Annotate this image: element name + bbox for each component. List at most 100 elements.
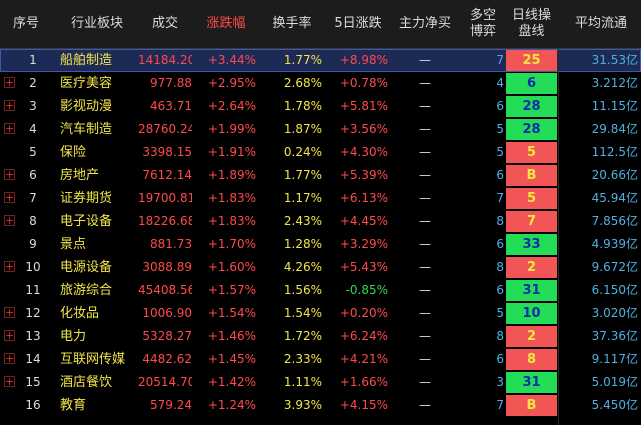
avg-float-value: 20.66亿 — [591, 168, 638, 182]
five-day-value: +4.21% — [339, 352, 388, 366]
table-row[interactable]: +15 酒店餐饮 20514.70 +1.42% 1.11% +1.66% — 3 5.019亿… — [0, 371, 641, 394]
long-short-value: 4 — [496, 76, 504, 90]
turnover-value: 1.54% — [283, 306, 322, 320]
sector-name[interactable]: 互联网传媒 — [60, 352, 126, 367]
volume-value: 3398.15 — [142, 145, 192, 159]
expand-toggle-icon[interactable]: + — [4, 375, 15, 388]
sector-name[interactable]: 化妆品 — [60, 306, 100, 321]
sector-name[interactable]: 保险 — [60, 145, 87, 160]
table-row[interactable]: 1 船舶制造 14184.20 +3.44% 1.77% +8.98% — 7 31.53亿 25 — [0, 49, 641, 72]
expand-toggle-icon[interactable]: + — [4, 122, 15, 135]
turnover-value: 1.77% — [283, 168, 322, 182]
sector-name[interactable]: 影视动漫 — [60, 99, 113, 114]
day-line-cell: B — [505, 164, 558, 187]
main-net-value: — — [419, 398, 431, 412]
five-day-value: +4.30% — [339, 145, 388, 159]
sector-name[interactable]: 旅游综合 — [60, 283, 113, 298]
row-number: 9 — [29, 237, 37, 251]
long-short-value: 5 — [496, 122, 504, 136]
sector-name[interactable]: 船舶制造 — [60, 53, 113, 68]
header-turnover[interactable]: 换手率 — [272, 16, 312, 31]
change-value: +3.44% — [207, 53, 256, 67]
header-avg-float[interactable]: 平均流通 — [574, 16, 627, 31]
avg-float-value: 9.117亿 — [591, 352, 638, 366]
five-day-value: +6.24% — [339, 329, 388, 343]
sector-name[interactable]: 电子设备 — [60, 214, 113, 229]
change-value: +1.45% — [207, 352, 256, 366]
table-row[interactable]: +3 影视动漫 463.71 +2.64% 1.78% +5.81% — 6 11.15亿 28 — [0, 95, 641, 118]
long-short-value: 5 — [496, 306, 504, 320]
table-row[interactable]: +7 证券期货 19700.81 +1.83% 1.17% +6.13% — 7 45.94亿 5 — [0, 187, 641, 210]
table-row[interactable]: 5 保险 3398.15 +1.91% 0.24% +4.30% — 5 112.5亿 5 — [0, 141, 641, 164]
table-row[interactable]: +12 化妆品 1006.90 +1.54% 1.54% +0.20% — 5 3.020亿 10 — [0, 302, 641, 325]
table-row[interactable]: 16 教育 579.24 +1.24% 3.93% +4.15% — 7 5.450亿 B — [0, 394, 641, 417]
sector-name[interactable]: 汽车制造 — [60, 122, 113, 137]
expand-toggle-icon[interactable]: + — [4, 306, 15, 319]
volume-value: 977.88 — [150, 76, 192, 90]
long-short-value: 6 — [496, 99, 504, 113]
expand-toggle-icon[interactable]: + — [4, 214, 15, 227]
expand-toggle-icon[interactable]: + — [4, 329, 15, 342]
row-number: 1 — [29, 53, 37, 67]
sector-name[interactable]: 房地产 — [60, 168, 100, 183]
expand-toggle-icon[interactable]: + — [4, 191, 15, 204]
table-row[interactable]: +8 电子设备 18226.68 +1.83% 2.43% +4.45% — 8 7.856亿 7 — [0, 210, 641, 233]
day-line-cell: 2 — [505, 256, 558, 279]
expand-toggle-icon[interactable]: + — [4, 260, 15, 273]
five-day-value: +4.45% — [339, 214, 388, 228]
turnover-value: 1.87% — [283, 122, 322, 136]
main-net-value: — — [419, 168, 431, 182]
expand-toggle-icon[interactable]: + — [4, 76, 15, 89]
turnover-value: 1.77% — [283, 53, 322, 67]
turnover-value: 0.24% — [283, 145, 322, 159]
header-volume[interactable]: 成交 — [151, 16, 178, 31]
header-five-day[interactable]: 5日涨跌 — [334, 16, 382, 31]
day-line-cell: 28 — [505, 95, 558, 118]
table-row[interactable]: 9 景点 881.73 +1.70% 1.28% +3.29% — 6 4.939亿 33 — [0, 233, 641, 256]
header-day-line[interactable]: 日线操 盘线 — [511, 8, 551, 39]
row-number: 4 — [29, 122, 37, 136]
header-main-net[interactable]: 主力净买 — [398, 16, 451, 31]
sector-name[interactable]: 酒店餐饮 — [60, 375, 113, 390]
sector-name[interactable]: 景点 — [60, 237, 87, 252]
day-line-cell: 31 — [505, 279, 558, 302]
five-day-value: -0.85% — [345, 283, 388, 297]
sector-name[interactable]: 教育 — [60, 398, 87, 413]
sector-name[interactable]: 电源设备 — [60, 260, 113, 275]
five-day-value: +3.29% — [339, 237, 388, 251]
table-row[interactable]: 11 旅游综合 45408.56 +1.57% 1.56% -0.85% — 6 6.150亿 3… — [0, 279, 641, 302]
change-value: +1.83% — [207, 191, 256, 205]
expand-toggle-icon[interactable]: + — [4, 99, 15, 112]
sector-name[interactable]: 医疗美容 — [60, 76, 113, 91]
expand-toggle-icon[interactable]: + — [4, 168, 15, 181]
long-short-value: 5 — [496, 145, 504, 159]
main-net-value: — — [419, 53, 431, 67]
header-long-short[interactable]: 多空 博弈 — [469, 8, 496, 39]
table-row[interactable]: +13 电力 5328.27 +1.46% 1.72% +6.24% — 8 37.36亿 2 — [0, 325, 641, 348]
change-value: +1.83% — [207, 214, 256, 228]
sector-name[interactable]: 证券期货 — [60, 191, 113, 206]
header-change[interactable]: 涨跌幅 — [206, 16, 246, 31]
sector-name[interactable]: 电力 — [60, 329, 87, 344]
table-row[interactable]: +14 互联网传媒 4482.62 +1.45% 2.33% +4.21% — 6 9.117亿… — [0, 348, 641, 371]
five-day-value: +3.56% — [339, 122, 388, 136]
table-row[interactable]: +10 电源设备 3088.89 +1.60% 4.26% +5.43% — 8 9.672亿 2 — [0, 256, 641, 279]
expand-toggle-icon[interactable]: + — [4, 352, 15, 365]
volume-value: 579.24 — [150, 398, 192, 412]
table-row[interactable]: +4 汽车制造 28760.24 +1.99% 1.87% +3.56% — 5 29.84亿 2… — [0, 118, 641, 141]
header-no[interactable]: 序号 — [12, 16, 39, 31]
avg-float-value: 9.672亿 — [591, 260, 638, 274]
day-line-cell: 6 — [505, 72, 558, 95]
day-line-cell: 10 — [505, 302, 558, 325]
change-value: +1.60% — [207, 260, 256, 274]
long-short-value: 6 — [496, 352, 504, 366]
header-sector[interactable]: 行业板块 — [70, 16, 123, 31]
row-number: 14 — [25, 352, 41, 366]
volume-value: 45408.56 — [138, 283, 192, 297]
table-row[interactable]: +6 房地产 7612.14 +1.89% 1.77% +5.39% — 6 20.66亿 B — [0, 164, 641, 187]
table-row[interactable]: +2 医疗美容 977.88 +2.95% 2.68% +0.78% — 4 3.212亿 6 — [0, 72, 641, 95]
avg-float-value: 3.212亿 — [591, 76, 638, 90]
day-line-cell: 5 — [505, 141, 558, 164]
volume-value: 18226.68 — [138, 214, 192, 228]
